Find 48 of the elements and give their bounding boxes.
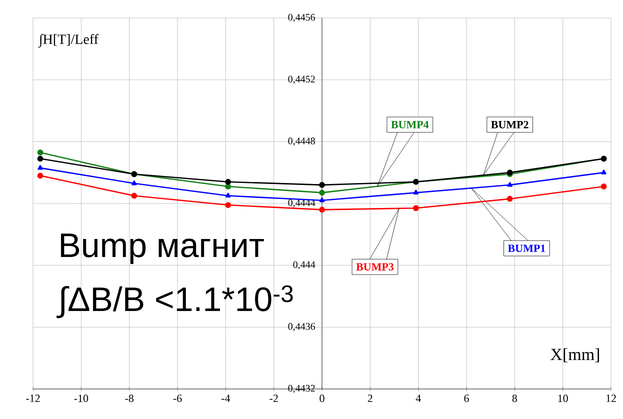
text: BUMP1 [508, 244, 546, 252]
x-tick-label: 4 [416, 394, 421, 402]
x-tick-label: 2 [368, 394, 372, 402]
point [225, 202, 232, 208]
point [132, 180, 137, 186]
x-tick-label: -4 [222, 394, 230, 402]
point [131, 192, 138, 199]
point [319, 190, 325, 196]
x-tick-label: -6 [173, 394, 182, 402]
x-tick-label: 12 [606, 394, 616, 402]
x-axis-title: X[mm] [550, 348, 599, 362]
text: BUMP2 [491, 120, 528, 128]
point [37, 172, 44, 179]
point [225, 184, 232, 190]
point [38, 164, 43, 170]
y-axis-title: ∫H[T]/Leff [38, 34, 98, 48]
y-tick-label: 0,4436 [288, 323, 316, 332]
point [600, 184, 607, 190]
point [507, 182, 512, 187]
point [37, 150, 44, 156]
annotation: Bump магнит [61, 234, 264, 264]
x-tick-label: -12 [26, 394, 40, 402]
point [319, 197, 325, 202]
point [37, 156, 44, 162]
y-tick-label: 0,4448 [288, 138, 315, 146]
x-tick-label: 8 [512, 394, 517, 402]
x-tick-label: -10 [74, 394, 88, 402]
y-tick-label: 0,4444 [288, 199, 316, 208]
point [225, 192, 231, 198]
point [412, 205, 419, 212]
x-tick-label: -2 [270, 394, 278, 402]
y-tick-label: 0,4432 [288, 384, 315, 394]
text: BUMP3 [356, 263, 394, 271]
point [225, 178, 232, 185]
x-tick-label: -8 [125, 394, 134, 402]
point [319, 182, 325, 188]
point [413, 190, 419, 194]
y-tick-label: 0,4452 [288, 76, 315, 84]
text: BUMP4 [391, 120, 429, 128]
x-tick-label: 0 [320, 394, 324, 402]
y-tick-label: 0,4456 [288, 14, 316, 22]
y-tick-label: 0,444 [293, 261, 316, 270]
point [601, 170, 606, 174]
annotation: ∫ΔB/B <1.1*10$^{-3}$ [56, 285, 293, 318]
point [319, 206, 325, 213]
x-tick-label: 6 [464, 394, 469, 402]
x-tick-label: 10 [558, 394, 568, 402]
point [506, 196, 513, 202]
